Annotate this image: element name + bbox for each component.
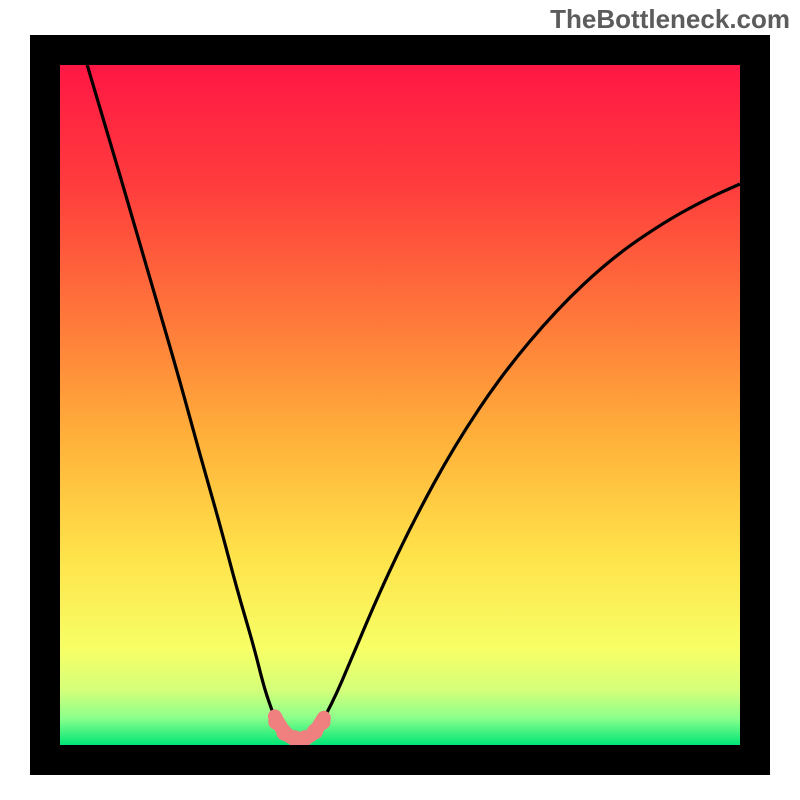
bottleneck-chart-svg [0,0,800,800]
gradient-background [60,65,740,745]
watermark-text: TheBottleneck.com [550,4,790,35]
figure-root: TheBottleneck.com [0,0,800,800]
optimal-dot [314,714,330,730]
